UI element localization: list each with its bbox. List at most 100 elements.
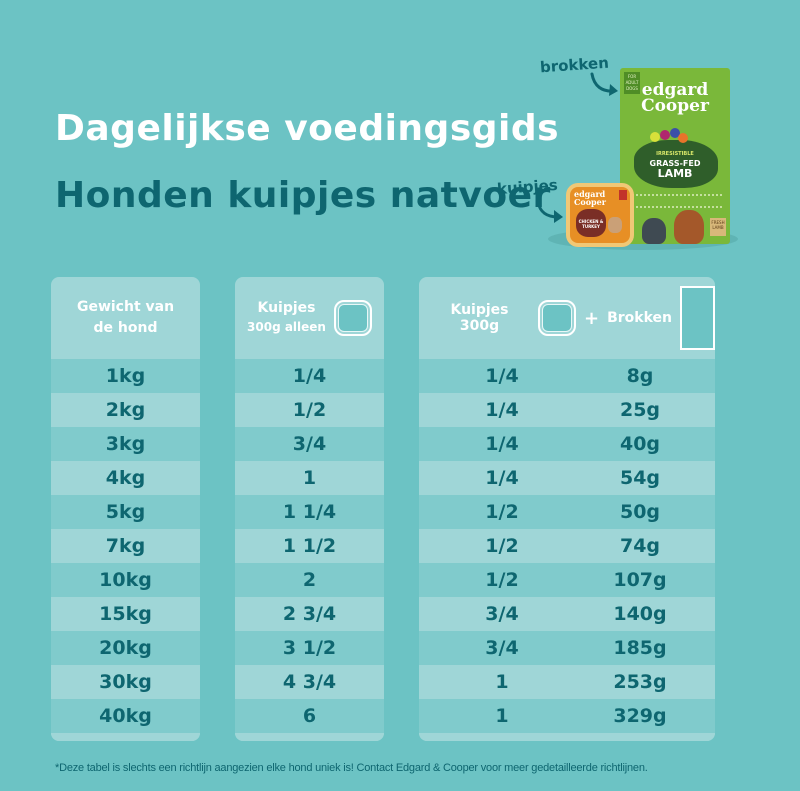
table-row: 1 329g	[419, 699, 715, 733]
bag-name-line1: GRASS-FED	[649, 159, 701, 168]
weight-cell: 40kg	[99, 705, 152, 727]
table-row: 1/2 74g	[419, 529, 715, 563]
kuipjes-combo-cell: 1/4	[485, 467, 519, 489]
brokken-cell: 185g	[613, 637, 667, 659]
table-row: 3 1/2	[235, 631, 384, 665]
combo-column: Kuipjes 300g + Brokken 1/4 8g 1/4 25g 1/4 4…	[419, 277, 715, 741]
table-row: 1kg	[51, 359, 200, 393]
combo-header: Kuipjes 300g + Brokken	[419, 277, 715, 359]
kuipjes-alone-cell: 1	[302, 467, 317, 489]
table-row: 1 1/4	[235, 495, 384, 529]
weight-cell: 5kg	[105, 501, 146, 523]
spaniel-dog-icon	[674, 210, 704, 244]
brokken-cell: 329g	[613, 705, 667, 727]
table-row: 4kg	[51, 461, 200, 495]
kuipjes-combo-cell: 1/2	[485, 501, 519, 523]
table-row: 7kg	[51, 529, 200, 563]
kuipjes-alone-cell: 2 3/4	[282, 603, 337, 625]
sheep-icon	[634, 140, 718, 188]
column-footer	[419, 733, 715, 741]
plus-icon: +	[584, 307, 600, 329]
table-row: 10kg	[51, 563, 200, 597]
kuipjes-combo-cell: 3/4	[485, 603, 519, 625]
page-title: Dagelijkse voedingsgids	[55, 108, 560, 149]
kuipjes-combo-cell: 1/2	[485, 535, 519, 557]
brokken-cell: 40g	[619, 433, 661, 455]
brokken-cell: 253g	[613, 671, 667, 693]
weight-column: Gewicht van de hond 1kg 2kg 3kg 4kg 5kg …	[51, 277, 200, 741]
kuipjes-combo-cell: 1/4	[485, 433, 519, 455]
table-row: 30kg	[51, 665, 200, 699]
bag-brand-line1: edgard	[641, 80, 709, 100]
kuipjes-combo-cell: 3/4	[485, 637, 519, 659]
kuipjes-combo-cell: 1	[495, 705, 509, 727]
arrow-to-tray-icon	[536, 200, 563, 223]
bag-icon	[680, 286, 715, 350]
weight-cell: 15kg	[99, 603, 152, 625]
table-row: 40kg	[51, 699, 200, 733]
kuipjes-alone-header: Kuipjes 300g alleen	[235, 277, 384, 359]
weight-cell: 30kg	[99, 671, 152, 693]
page-subtitle: Honden kuipjes natvoer	[55, 175, 551, 216]
kuipjes-alone-cell: 3/4	[292, 433, 327, 455]
table-row: 1 253g	[419, 665, 715, 699]
kuipjes-header-line2: 300g alleen	[247, 320, 326, 334]
weight-cell: 10kg	[99, 569, 152, 591]
tray-icon	[333, 300, 372, 336]
weight-cell: 1kg	[105, 365, 146, 387]
kuipjes-alone-cell: 4 3/4	[282, 671, 337, 693]
tray-badge	[619, 190, 627, 200]
table-row: 3/4 185g	[419, 631, 715, 665]
bag-product-name: IRRESISTIBLE GRASS-FED LAMB	[620, 150, 730, 180]
table-row: 3/4 140g	[419, 597, 715, 631]
tray-brand-line2: Cooper	[574, 197, 606, 207]
kibble-bag-image: FOR ADULT DOGS edgard Cooper IRRESISTIBL…	[620, 68, 730, 244]
table-row: 1/4	[235, 359, 384, 393]
wet-food-tray-image: edgard Cooper CHICKEN & TURKEY	[566, 183, 634, 247]
weight-cell: 7kg	[105, 535, 146, 557]
table-row: 1/2 50g	[419, 495, 715, 529]
dog-icon	[642, 218, 666, 244]
adult-dogs-badge: FOR ADULT DOGS	[624, 72, 640, 94]
brokken-cell: 107g	[613, 569, 667, 591]
column-footer	[51, 733, 200, 741]
table-row: 3/4	[235, 427, 384, 461]
fresh-lamb-sign: FRESH LAMB	[710, 218, 726, 236]
bag-name-line2: LAMB	[657, 167, 693, 180]
kuipjes-header-line1: Kuipjes	[257, 300, 316, 316]
table-row: 2 3/4	[235, 597, 384, 631]
brokken-cell: 25g	[619, 399, 661, 421]
table-row: 1/4 25g	[419, 393, 715, 427]
kuipjes-alone-column: Kuipjes 300g alleen 1/4 1/2 3/4 1 1 1/4 …	[235, 277, 384, 741]
table-row: 1/2 107g	[419, 563, 715, 597]
weight-cell: 3kg	[105, 433, 146, 455]
table-row: 2	[235, 563, 384, 597]
bag-brand-line2: Cooper	[641, 96, 709, 116]
kuipjes-combo-cell: 1	[495, 671, 509, 693]
brokken-cell: 50g	[619, 501, 661, 523]
kuipjes-alone-cell: 1 1/4	[282, 501, 337, 523]
brokken-cell: 8g	[626, 365, 654, 387]
table-row: 1/4 54g	[419, 461, 715, 495]
tray-brand: edgard Cooper	[574, 190, 606, 206]
weight-column-header: Gewicht van de hond	[51, 277, 200, 359]
table-row: 6	[235, 699, 384, 733]
tray-brand-line1: edgard	[574, 189, 606, 199]
table-row: 5kg	[51, 495, 200, 529]
bag-tagline: IRRESISTIBLE	[656, 151, 694, 157]
combo-brokken-label: Brokken	[607, 310, 672, 326]
table-row: 1/4 40g	[419, 427, 715, 461]
table-row: 20kg	[51, 631, 200, 665]
tray-icon	[538, 300, 576, 336]
kuipjes-alone-cell: 1/4	[292, 365, 327, 387]
kuipjes-alone-cell: 1/2	[292, 399, 327, 421]
kuipjes-alone-cell: 1 1/2	[282, 535, 337, 557]
kuipjes-combo-cell: 1/4	[485, 365, 519, 387]
table-row: 1/2	[235, 393, 384, 427]
table-row: 2kg	[51, 393, 200, 427]
table-row: 1	[235, 461, 384, 495]
brokken-cell: 54g	[619, 467, 661, 489]
arrow-to-bag-icon	[590, 72, 618, 96]
table-row: 1/4 8g	[419, 359, 715, 393]
table-row: 1 1/2	[235, 529, 384, 563]
